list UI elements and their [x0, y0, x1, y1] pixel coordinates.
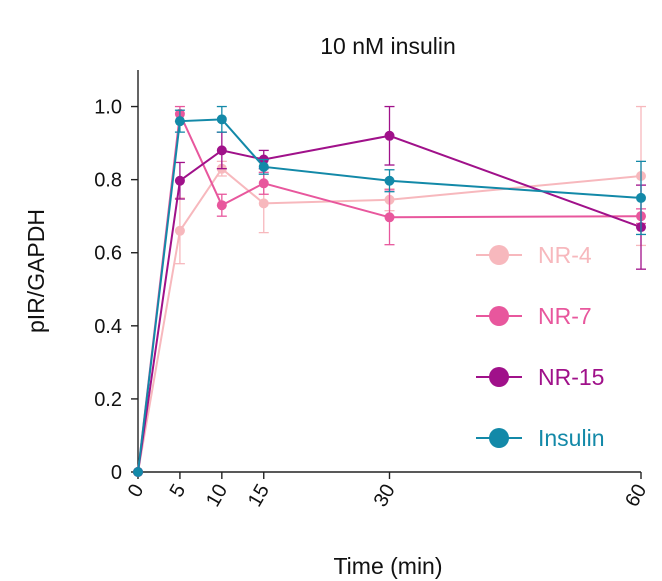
- data-point: [174, 225, 185, 236]
- legend-item: Insulin: [476, 425, 604, 451]
- series-line: [137, 134, 642, 473]
- legend-item: NR-4: [476, 242, 592, 268]
- x-tick-label: 60: [621, 481, 651, 511]
- y-axis-label: pIR/GAPDH: [23, 209, 49, 333]
- data-point: [258, 198, 269, 209]
- legend-label: NR-4: [538, 242, 592, 268]
- plot-area: [133, 105, 646, 477]
- legend-item: NR-15: [476, 364, 604, 390]
- x-tick-label: 0: [124, 481, 149, 502]
- data-point: [174, 116, 185, 127]
- legend-label: NR-7: [538, 303, 592, 329]
- data-point: [258, 161, 269, 172]
- axes: [131, 70, 642, 479]
- legend-item: NR-7: [476, 303, 592, 329]
- x-tick-label: 10: [202, 481, 232, 511]
- y-tick-label: 0.8: [94, 170, 122, 192]
- legend-marker: [489, 428, 509, 448]
- data-point: [216, 200, 227, 211]
- y-tick-label: 0: [111, 462, 122, 484]
- data-point: [384, 212, 395, 223]
- x-tick-label: 15: [244, 481, 274, 511]
- series-insulin: [133, 105, 646, 477]
- legend-marker: [489, 245, 509, 265]
- y-tick-label: 0.4: [94, 316, 122, 338]
- data-point: [384, 130, 395, 141]
- data-point: [636, 192, 646, 203]
- legend-label: NR-15: [538, 364, 604, 390]
- legend-marker: [489, 306, 509, 326]
- legend-label: Insulin: [538, 425, 604, 451]
- series-nr-15: [133, 105, 646, 477]
- data-point: [216, 114, 227, 125]
- data-point: [258, 178, 269, 189]
- chart-title: 10 nM insulin: [320, 33, 456, 59]
- series-line: [137, 118, 642, 473]
- x-axis-label: Time (min): [333, 553, 442, 579]
- y-tick-label: 0.2: [94, 389, 122, 411]
- x-tick-label: 5: [166, 481, 191, 502]
- legend: NR-4 NR-7 NR-15 Insulin: [476, 242, 604, 451]
- x-tick-label: 30: [370, 481, 400, 511]
- legend-marker: [489, 367, 509, 387]
- data-point: [174, 175, 185, 186]
- series-line: [137, 110, 642, 473]
- data-point: [384, 175, 395, 186]
- y-tick-label: 0.6: [94, 243, 122, 265]
- y-tick-label: 1.0: [94, 97, 122, 119]
- series-line: [137, 167, 642, 473]
- data-point: [216, 145, 227, 156]
- data-point: [133, 467, 143, 477]
